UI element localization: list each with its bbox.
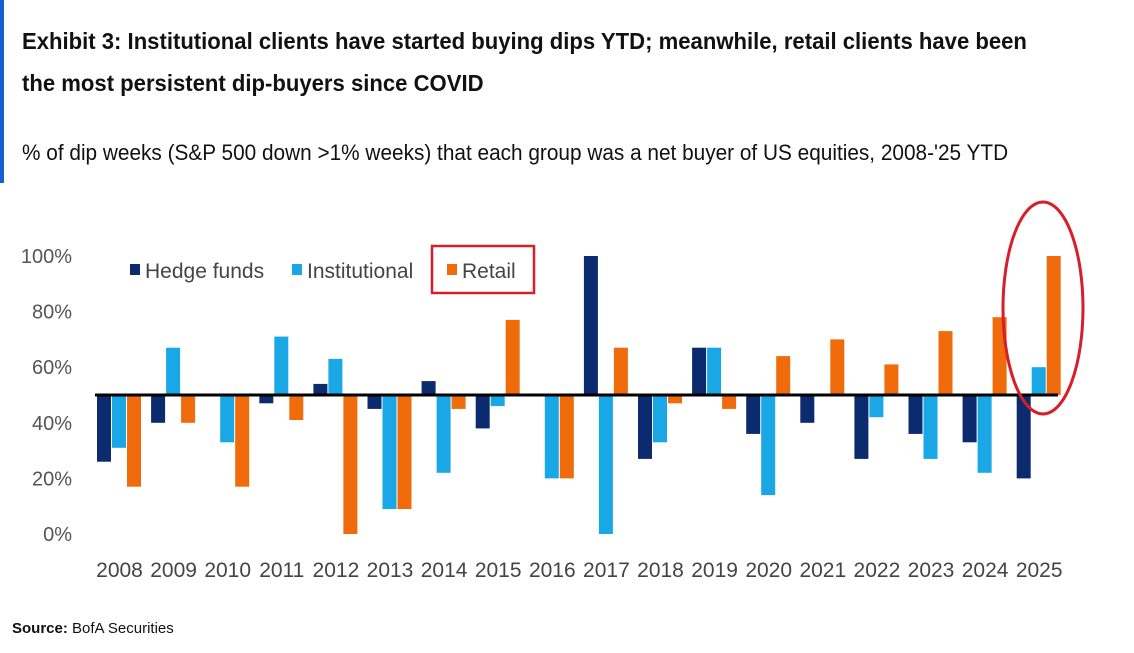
y-tick-label: 20% bbox=[32, 468, 72, 490]
bar-retail-2017 bbox=[613, 347, 628, 395]
bar-institutional-2014 bbox=[436, 395, 451, 473]
bar-hedge-funds-2013 bbox=[367, 395, 382, 409]
bar-institutional-2011 bbox=[274, 336, 289, 395]
bar-institutional-2013 bbox=[382, 395, 397, 509]
y-tick-label: 80% bbox=[32, 302, 72, 324]
bar-hedge-funds-2015 bbox=[475, 395, 490, 429]
bar-institutional-2017 bbox=[598, 395, 613, 534]
bar-retail-2012 bbox=[343, 395, 358, 534]
bar-hedge-funds-2019 bbox=[692, 347, 707, 395]
y-tick-label: 40% bbox=[32, 413, 72, 435]
bar-hedge-funds-2022 bbox=[854, 395, 869, 459]
y-tick-label: 100% bbox=[21, 246, 72, 268]
bar-hedge-funds-2008 bbox=[97, 395, 111, 462]
x-tick-label-2012: 2012 bbox=[313, 559, 360, 582]
bar-retail-2018 bbox=[668, 395, 682, 404]
x-tick-label-2008: 2008 bbox=[96, 559, 143, 582]
y-tick-label: 0% bbox=[43, 524, 72, 546]
x-tick-label-2025: 2025 bbox=[1016, 559, 1063, 582]
x-tick-label-2022: 2022 bbox=[854, 559, 901, 582]
bar-retail-2015 bbox=[505, 319, 520, 395]
bar-institutional-2012 bbox=[328, 358, 343, 395]
bar-institutional-2016 bbox=[544, 395, 559, 479]
x-tick-label-2009: 2009 bbox=[150, 559, 197, 582]
bar-hedge-funds-2014 bbox=[421, 381, 436, 395]
bar-hedge-funds-2018 bbox=[638, 395, 652, 459]
bar-hedge-funds-2012 bbox=[313, 383, 328, 395]
bar-institutional-2010 bbox=[220, 395, 235, 443]
x-tick-label-2019: 2019 bbox=[691, 559, 738, 582]
bar-institutional-2025 bbox=[1031, 367, 1046, 395]
chart-subtitle: % of dip weeks (S&P 500 down >1% weeks) … bbox=[22, 140, 1009, 165]
page-title: Exhibit 3: Institutional clients have st… bbox=[22, 28, 1027, 96]
bar-institutional-2020 bbox=[761, 395, 776, 496]
bar-hedge-funds-2011 bbox=[259, 395, 274, 404]
x-tick-label-2011: 2011 bbox=[259, 559, 304, 582]
legend-swatch bbox=[447, 264, 457, 275]
bar-hedge-funds-2021 bbox=[800, 395, 815, 423]
bar-retail-2022 bbox=[884, 364, 899, 395]
bar-institutional-2023 bbox=[923, 395, 938, 459]
legend: Hedge funds Institutional Retail bbox=[130, 260, 516, 283]
x-tick-label-2013: 2013 bbox=[367, 559, 414, 582]
bar-institutional-2009 bbox=[166, 347, 181, 395]
source-label: Source: bbox=[12, 620, 68, 637]
bar-institutional-2019 bbox=[707, 347, 722, 395]
bar-institutional-2015 bbox=[490, 395, 505, 407]
bar-institutional-2022 bbox=[869, 395, 884, 418]
y-tick-label: 60% bbox=[32, 357, 72, 379]
x-tick-label-2023: 2023 bbox=[908, 559, 955, 582]
legend-swatch bbox=[130, 264, 140, 275]
bar-retail-2011 bbox=[289, 395, 304, 420]
legend-item-institutional: Institutional bbox=[292, 260, 413, 283]
bar-retail-2013 bbox=[397, 395, 412, 509]
legend-label: Retail bbox=[462, 260, 516, 283]
x-tick-label-2016: 2016 bbox=[529, 559, 576, 582]
x-tick-label-2015: 2015 bbox=[475, 559, 522, 582]
y-axis: 0% 20% 40% 60% 80% 100% bbox=[21, 246, 72, 546]
bar-retail-2014 bbox=[451, 395, 466, 409]
bar-retail-2023 bbox=[938, 331, 953, 395]
bar-hedge-funds-2025 bbox=[1016, 395, 1031, 479]
x-tick-label-2020: 2020 bbox=[745, 559, 792, 582]
source-note: Source: BofA Securities bbox=[12, 620, 174, 637]
bar-retail-2025 bbox=[1046, 256, 1061, 395]
bar-institutional-2008 bbox=[112, 395, 126, 448]
accent-bar bbox=[0, 0, 4, 183]
bars-group bbox=[97, 256, 1061, 534]
bar-hedge-funds-2020 bbox=[746, 395, 761, 434]
x-tick-label-2017: 2017 bbox=[583, 559, 630, 582]
x-tick-label-2021: 2021 bbox=[799, 559, 846, 582]
legend-label: Hedge funds bbox=[145, 260, 264, 283]
bar-hedge-funds-2009 bbox=[151, 395, 166, 423]
legend-label: Institutional bbox=[307, 260, 413, 283]
legend-item-retail: Retail bbox=[447, 260, 516, 283]
x-tick-label-2018: 2018 bbox=[637, 559, 684, 582]
bar-retail-2010 bbox=[235, 395, 250, 487]
bar-retail-2020 bbox=[776, 356, 791, 395]
retail-legend-highlight-box bbox=[430, 244, 536, 295]
bar-institutional-2018 bbox=[653, 395, 667, 443]
bar-retail-2008 bbox=[127, 395, 141, 487]
source-text: BofA Securities bbox=[72, 620, 174, 637]
bar-retail-2009 bbox=[181, 395, 196, 423]
2025-highlight-ellipse bbox=[1001, 200, 1085, 416]
bar-hedge-funds-2024 bbox=[962, 395, 977, 443]
x-tick-label-2010: 2010 bbox=[204, 559, 251, 582]
legend-item-hedge-funds: Hedge funds bbox=[130, 260, 264, 283]
bar-hedge-funds-2023 bbox=[908, 395, 923, 434]
bar-institutional-2024 bbox=[977, 395, 992, 473]
bar-retail-2019 bbox=[722, 395, 737, 409]
x-tick-label-2014: 2014 bbox=[421, 559, 468, 582]
x-tick-label-2024: 2024 bbox=[962, 559, 1009, 582]
bar-hedge-funds-2017 bbox=[583, 256, 598, 395]
legend-swatch bbox=[292, 264, 302, 275]
bar-retail-2021 bbox=[830, 339, 845, 395]
bar-retail-2016 bbox=[559, 395, 574, 479]
x-axis: 2008 2009 2010 2011 2012 2013 2014 2015 2016 2017… bbox=[96, 559, 1062, 582]
